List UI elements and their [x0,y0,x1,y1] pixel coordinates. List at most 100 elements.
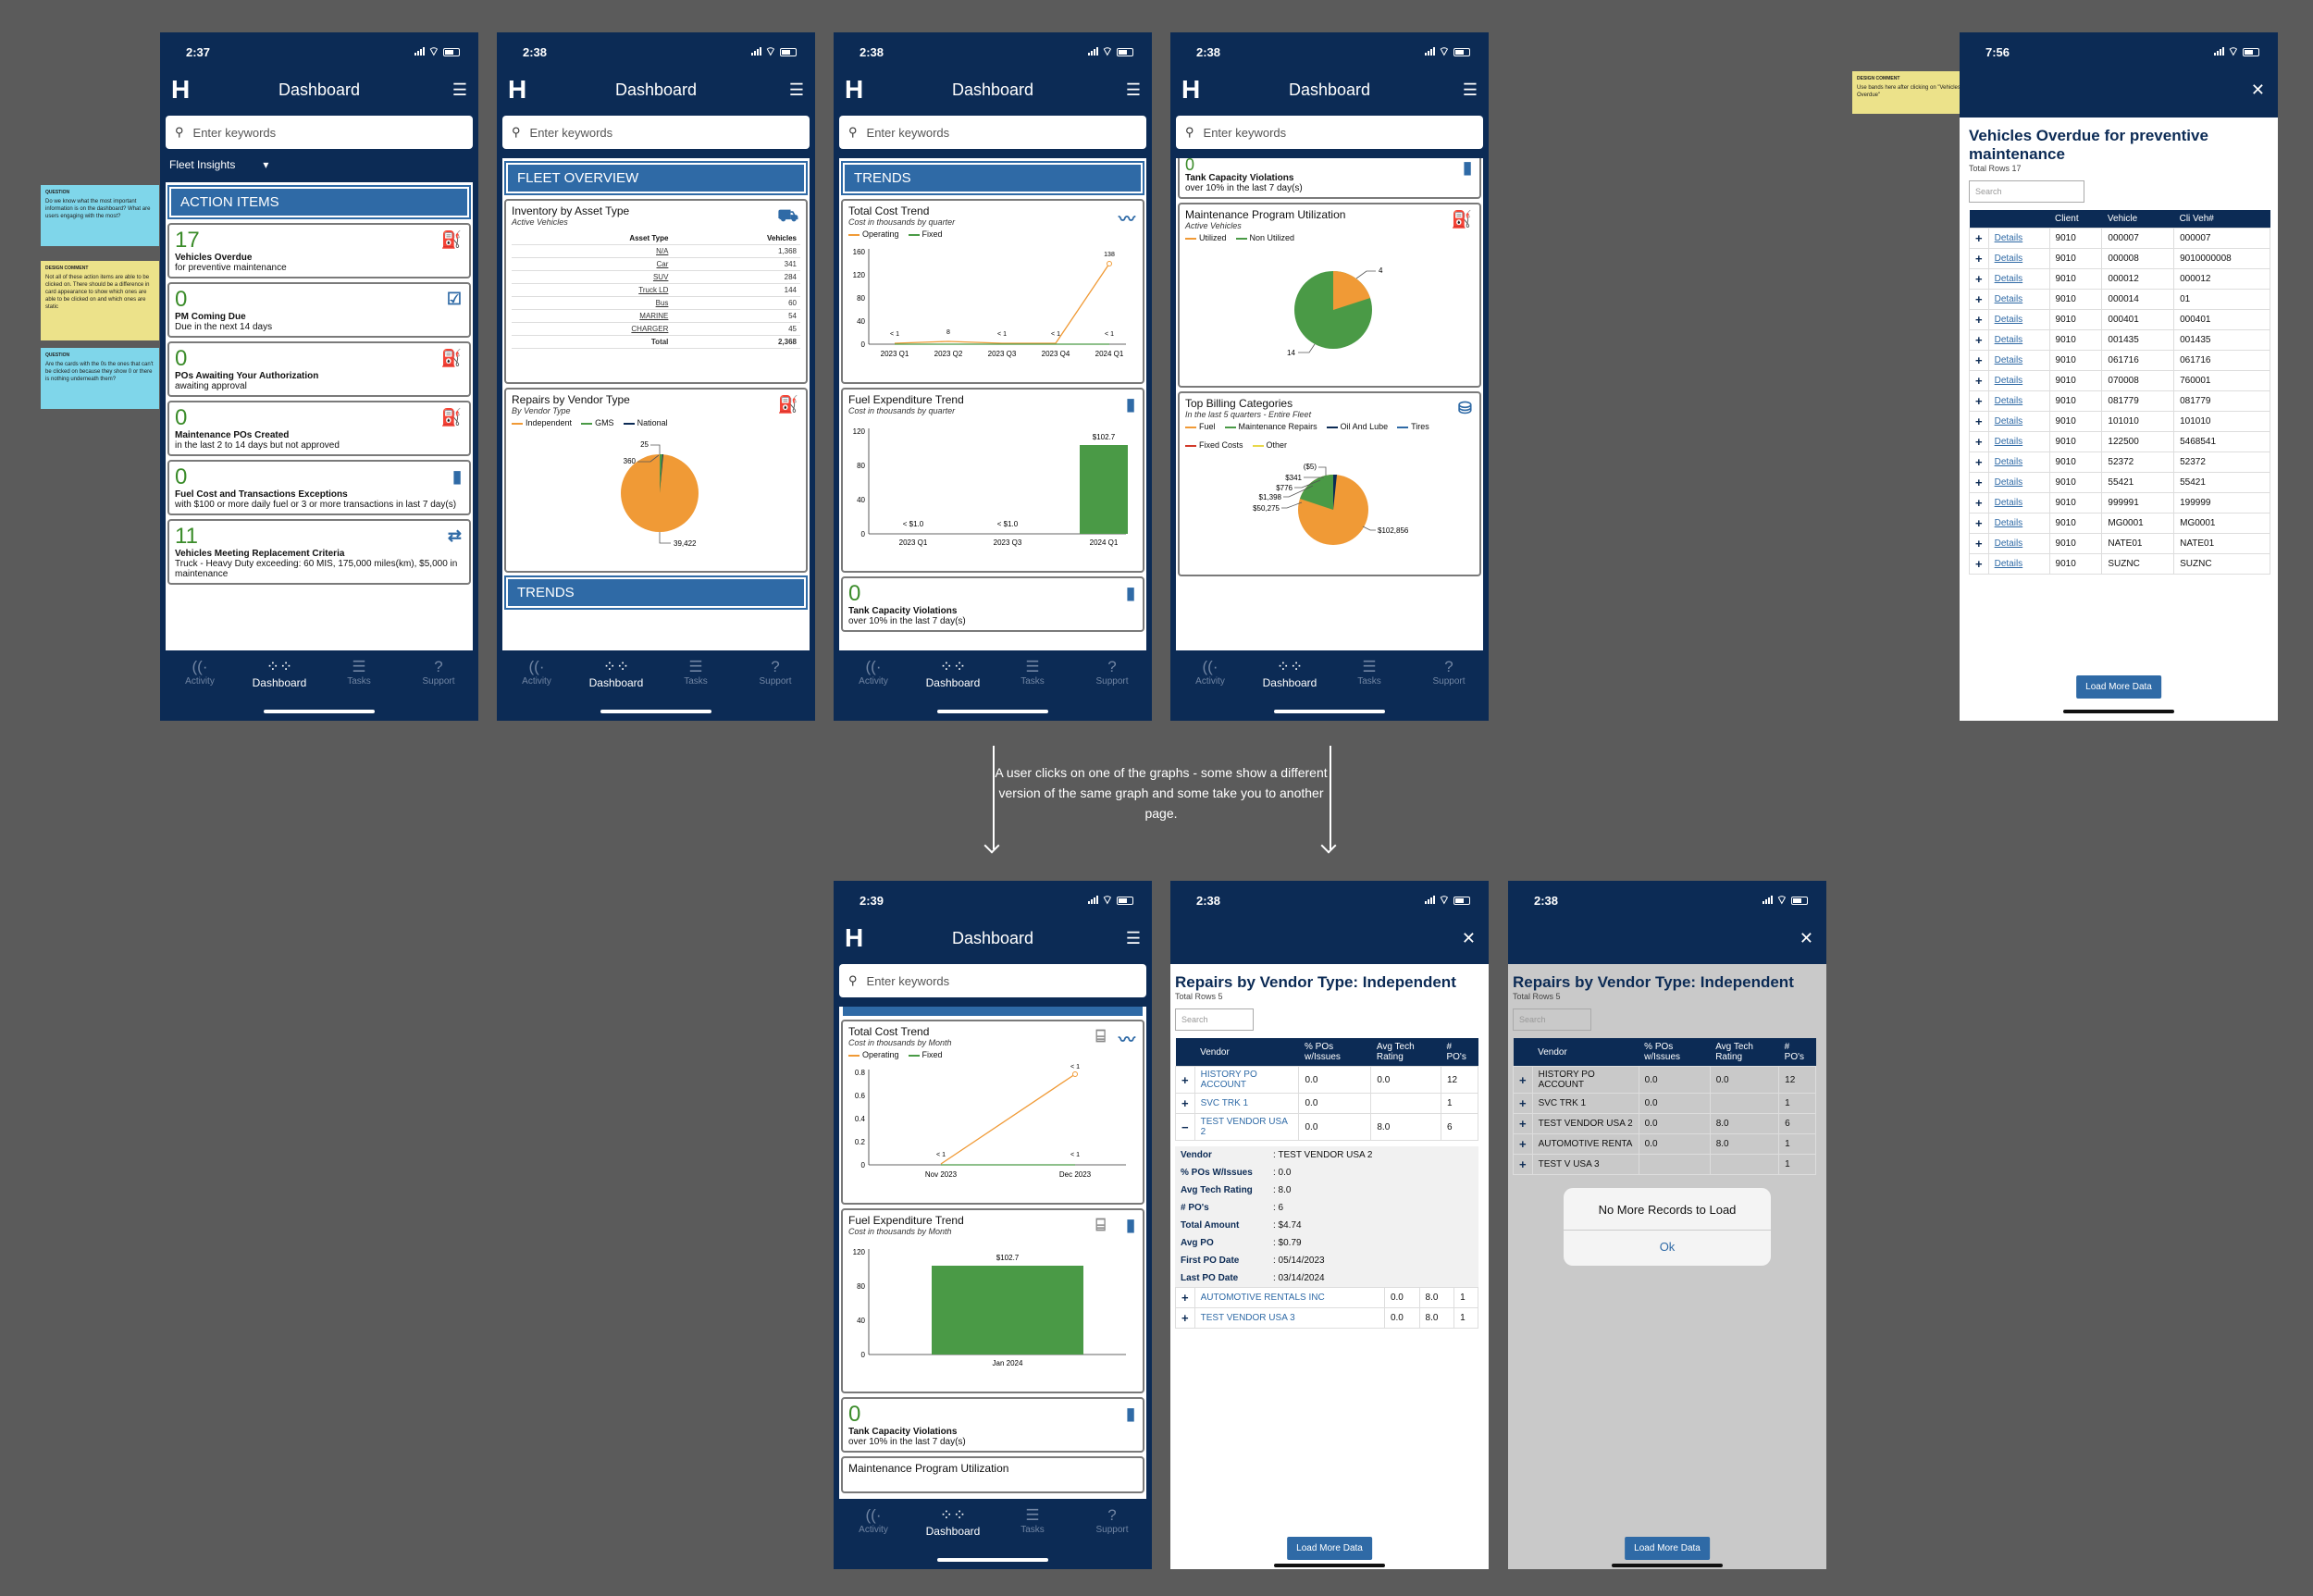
table-row[interactable]: + TEST VENDOR USA 3 0.0 8.0 1 [1175,1307,1478,1329]
table-row[interactable]: + HISTORY PO ACCOUNT 0.0 0.0 12 [1513,1066,1816,1094]
chart-card-repairs-vendor[interactable]: Repairs by Vendor Type By Vendor Type ⛽ … [504,388,808,573]
details-link[interactable]: Details [1987,553,2050,575]
expand-icon[interactable]: + [1513,1066,1533,1094]
table-search-input[interactable]: Search [1513,1008,1591,1031]
pie-slice-utilized[interactable] [1333,270,1370,310]
chart-card-inventory[interactable]: Inventory by Asset Type Active Vehicles … [504,199,808,384]
details-link[interactable]: Details [1987,268,2050,290]
action-card-pm-coming-due[interactable]: 0 PM Coming Due Due in the next 14 days ☑ [167,282,471,338]
table-row[interactable]: + Details 9010 000008 9010000008 [1969,248,2270,269]
fleet-insights-dropdown[interactable]: Fleet Insights ▾ [169,158,269,171]
expand-icon[interactable]: + [1969,472,1989,493]
table-row[interactable]: + Details 9010 000007 000007 [1969,228,2270,249]
details-link[interactable]: Details [1987,431,2050,452]
expand-icon[interactable]: + [1175,1093,1195,1114]
chart-card-total-cost[interactable]: Total Cost Trend Cost in thousands by qu… [841,199,1144,384]
series-line-operating[interactable] [940,1073,1076,1165]
tab-support[interactable]: ? Support [399,658,478,721]
action-card-replacement-criteria[interactable]: 11 Vehicles Meeting Replacement Criteria T… [167,519,471,585]
tab-support[interactable]: ? Support [736,658,815,721]
pie-slice-oil[interactable] [1333,474,1337,510]
search-input[interactable]: ⚲ Enter keywords [166,116,473,149]
expand-icon[interactable]: + [1969,492,1989,513]
action-card-fuel-exceptions[interactable]: 0 Fuel Cost and Transactions Exceptions wi… [167,460,471,515]
tab-dashboard[interactable]: ⁘⁘ Dashboard [240,658,319,721]
expand-icon[interactable]: + [1969,350,1989,371]
details-link[interactable]: Details [1987,350,2050,371]
asset-type-link[interactable]: Bus [512,296,673,310]
table-row[interactable]: + TEST VENDOR USA 2 0.0 8.0 6 [1513,1113,1816,1134]
table-search-input[interactable]: Search [1969,180,2084,203]
hamburger-menu-icon[interactable]: ☰ [1462,80,1478,99]
dashboard-scroll-area[interactable]: ACTION ITEMS 17 Vehicles Overdue for preve… [166,182,473,650]
detail-row[interactable]: # PO's: 6 [1175,1199,1478,1217]
bar-jan-2024[interactable] [932,1266,1083,1355]
detail-row[interactable]: First PO Date: 05/14/2023 [1175,1252,1478,1269]
tab-activity[interactable]: ((· Activity [497,658,576,721]
tab-activity[interactable]: ((· Activity [1170,658,1250,721]
table-row[interactable]: + Details 9010 122500 5468541 [1969,431,2270,452]
table-row[interactable]: + SVC TRK 1 0.0 1 [1513,1093,1816,1114]
tab-activity[interactable]: ((· Activity [834,658,913,721]
expand-icon[interactable]: + [1969,329,1989,351]
details-link[interactable]: Details [1987,248,2050,269]
hamburger-menu-icon[interactable]: ☰ [451,80,467,99]
expand-icon[interactable]: + [1969,228,1989,249]
table-row[interactable]: + Details 9010 070008 760001 [1969,370,2270,391]
details-link[interactable]: Details [1987,411,2050,432]
detail-row[interactable]: Avg PO: $0.79 [1175,1234,1478,1252]
expand-icon[interactable]: − [1175,1113,1195,1141]
details-link[interactable]: Details [1987,492,2050,513]
expand-icon[interactable]: + [1969,513,1989,534]
chart-card-maintenance-program[interactable]: Maintenance Program Utilization Active V… [1178,203,1481,388]
details-link[interactable]: Details [1987,533,2050,554]
close-icon[interactable]: ✕ [1799,929,1813,947]
detail-row[interactable]: % POs W/Issues: 0.0 [1175,1164,1478,1182]
table-row[interactable]: + Details 9010 000014 01 [1969,289,2270,310]
tab-dashboard[interactable]: ⁘⁘ Dashboard [913,1506,993,1569]
dashboard-scroll-area[interactable]: FLEET OVERVIEW Inventory by Asset Type A… [502,158,810,650]
table-row[interactable]: + Details 9010 55421 55421 [1969,472,2270,493]
data-point[interactable] [1072,1071,1078,1077]
expand-icon[interactable]: + [1513,1154,1533,1175]
expand-icon[interactable]: + [1969,411,1989,432]
table-row[interactable]: + Details 9010 SUZNC SUZNC [1969,553,2270,575]
dashboard-scroll-area[interactable]: TRENDS Total Cost Trend Cost in thousand… [839,158,1146,650]
table-search-input[interactable]: Search [1175,1008,1254,1031]
tab-tasks[interactable]: ☰ Tasks [993,1506,1072,1569]
expand-icon[interactable]: + [1969,268,1989,290]
hamburger-menu-icon[interactable]: ☰ [1125,928,1141,947]
load-more-button[interactable]: Load More Data [1287,1537,1372,1560]
data-point[interactable] [1107,261,1112,266]
asset-type-link[interactable]: Car [512,257,673,271]
table-row[interactable]: + Details 9010 999991 199999 [1969,492,2270,513]
card-tank-capacity[interactable]: 0 Tank Capacity Violations over 10% in the… [841,1397,1144,1453]
table-row[interactable]: − TEST VENDOR USA 2 0.0 8.0 6 [1175,1113,1479,1141]
load-more-button[interactable]: Load More Data [1625,1537,1710,1560]
hierarchy-icon[interactable]: ⌸ [1095,1216,1106,1234]
details-link[interactable]: Details [1987,289,2050,310]
billing-pie-chart[interactable]: ($5) $341 $776 $1,398 $50,275 $102,856 [1185,452,1472,573]
tab-support[interactable]: ? Support [1072,658,1152,721]
details-link[interactable]: Details [1987,228,2050,249]
expand-icon[interactable]: + [1969,289,1989,310]
expand-icon[interactable]: + [1513,1133,1533,1155]
detail-row[interactable]: Vendor: TEST VENDOR USA 2 [1175,1146,1478,1164]
expand-icon[interactable]: + [1969,248,1989,269]
details-link[interactable]: Details [1987,513,2050,534]
fuel-monthly-chart[interactable]: 120 80 40 0 $102.7 Jan 2024 [848,1242,1135,1390]
table-row[interactable]: + AUTOMOTIVE RENTA 0.0 8.0 1 [1513,1133,1816,1155]
asset-type-link[interactable]: CHARGER [512,322,673,336]
table-row[interactable]: + HISTORY PO ACCOUNT 0.0 0.0 12 [1175,1066,1479,1094]
expand-icon[interactable]: + [1969,533,1989,554]
expand-icon[interactable]: + [1175,1307,1195,1329]
table-row[interactable]: + Details 9010 101010 101010 [1969,411,2270,432]
tab-tasks[interactable]: ☰ Tasks [319,658,399,721]
details-link[interactable]: Details [1987,472,2050,493]
total-cost-monthly-chart[interactable]: 0.8 0.6 0.4 0.2 0 < 1 < 1 < 1 Nov 2023 D… [848,1062,1135,1199]
table-row[interactable]: + Details 9010 NATE01 NATE01 [1969,533,2270,554]
total-cost-line-chart[interactable]: 160 120 80 40 0 < 1 8 < 1 < 1 138 < 1 20… [848,241,1135,378]
details-link[interactable]: Details [1987,329,2050,351]
search-input[interactable]: ⚲ Enter keywords [839,116,1146,149]
table-row[interactable]: + Details 9010 081779 081779 [1969,390,2270,412]
